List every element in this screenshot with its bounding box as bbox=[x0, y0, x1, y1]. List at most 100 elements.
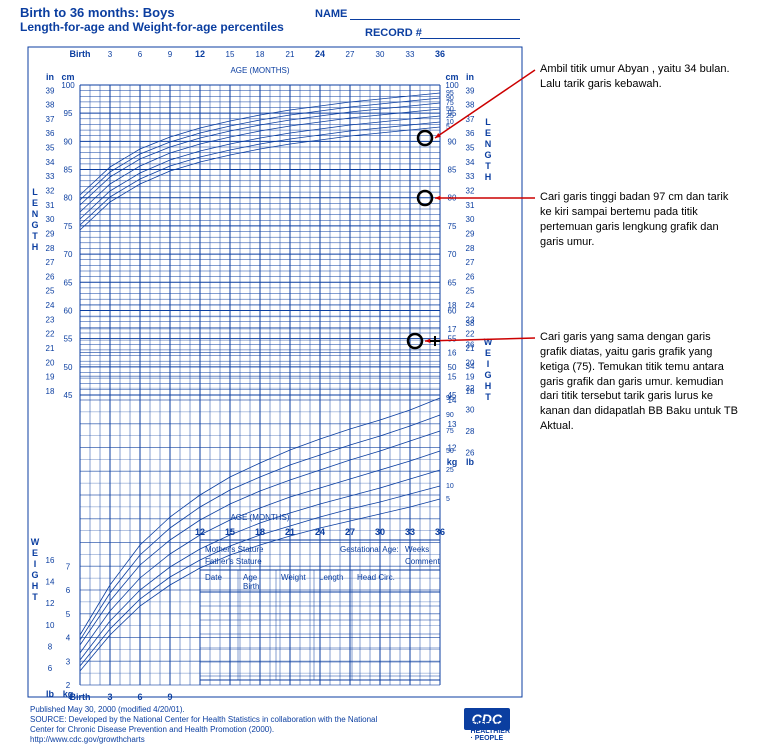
svg-text:20: 20 bbox=[46, 358, 55, 367]
svg-text:55: 55 bbox=[448, 335, 457, 344]
svg-text:H: H bbox=[32, 242, 39, 252]
footer-url: http://www.cdc.gov/growthcharts bbox=[30, 735, 145, 744]
svg-text:3: 3 bbox=[66, 657, 71, 666]
svg-text:Age: Age bbox=[243, 573, 258, 582]
svg-text:Date: Date bbox=[205, 573, 222, 582]
svg-text:65: 65 bbox=[64, 278, 73, 287]
svg-text:55: 55 bbox=[64, 335, 73, 344]
svg-text:H: H bbox=[485, 381, 492, 391]
svg-text:12: 12 bbox=[195, 527, 205, 537]
svg-text:16: 16 bbox=[448, 349, 457, 358]
svg-text:90: 90 bbox=[446, 412, 454, 419]
svg-text:6: 6 bbox=[66, 586, 71, 595]
svg-text:34: 34 bbox=[46, 158, 55, 167]
svg-text:33: 33 bbox=[406, 50, 415, 59]
svg-text:75: 75 bbox=[448, 222, 457, 231]
svg-text:32: 32 bbox=[466, 384, 475, 393]
svg-text:38: 38 bbox=[466, 101, 475, 110]
svg-text:cm: cm bbox=[61, 72, 74, 82]
svg-text:17: 17 bbox=[448, 325, 457, 334]
svg-text:Head Circ.: Head Circ. bbox=[357, 573, 395, 582]
svg-text:70: 70 bbox=[64, 250, 73, 259]
svg-text:27: 27 bbox=[46, 258, 55, 267]
svg-text:80: 80 bbox=[448, 194, 457, 203]
svg-text:T: T bbox=[32, 592, 38, 602]
svg-text:24: 24 bbox=[466, 301, 475, 310]
svg-text:G: G bbox=[484, 370, 491, 380]
svg-text:100: 100 bbox=[445, 81, 459, 90]
svg-text:34: 34 bbox=[466, 362, 475, 371]
svg-text:33: 33 bbox=[405, 527, 415, 537]
svg-text:60: 60 bbox=[64, 306, 73, 315]
svg-text:AGE (MONTHS): AGE (MONTHS) bbox=[230, 513, 289, 522]
svg-text:50: 50 bbox=[64, 363, 73, 372]
svg-text:9: 9 bbox=[168, 50, 173, 59]
svg-text:100: 100 bbox=[61, 81, 75, 90]
svg-text:24: 24 bbox=[315, 527, 325, 537]
svg-text:39: 39 bbox=[466, 86, 475, 95]
svg-text:39: 39 bbox=[46, 86, 55, 95]
svg-text:8: 8 bbox=[48, 642, 53, 651]
svg-text:30: 30 bbox=[466, 215, 475, 224]
svg-text:Father's Stature: Father's Stature bbox=[205, 557, 262, 566]
svg-text:E: E bbox=[32, 548, 38, 558]
svg-text:lb: lb bbox=[46, 689, 55, 699]
svg-text:H: H bbox=[485, 172, 492, 182]
name-field-line bbox=[350, 19, 520, 20]
svg-text:50: 50 bbox=[448, 363, 457, 372]
svg-text:21: 21 bbox=[285, 527, 295, 537]
svg-text:21: 21 bbox=[286, 50, 295, 59]
svg-text:23: 23 bbox=[46, 315, 55, 324]
svg-text:E: E bbox=[485, 128, 491, 138]
svg-text:16: 16 bbox=[46, 556, 55, 565]
svg-text:E: E bbox=[485, 348, 491, 358]
svg-text:18: 18 bbox=[256, 50, 265, 59]
svg-text:37: 37 bbox=[466, 115, 475, 124]
svg-text:I: I bbox=[487, 359, 490, 369]
svg-text:15: 15 bbox=[226, 50, 235, 59]
svg-text:45: 45 bbox=[64, 391, 73, 400]
svg-text:E: E bbox=[32, 198, 38, 208]
svg-text:G: G bbox=[31, 220, 38, 230]
svg-text:Weeks: Weeks bbox=[405, 545, 429, 554]
svg-text:26: 26 bbox=[466, 272, 475, 281]
svg-text:35: 35 bbox=[466, 144, 475, 153]
svg-text:W: W bbox=[31, 537, 40, 547]
svg-text:90: 90 bbox=[64, 137, 73, 146]
svg-text:N: N bbox=[485, 139, 492, 149]
svg-text:3: 3 bbox=[107, 692, 112, 702]
svg-text:18: 18 bbox=[46, 387, 55, 396]
svg-text:31: 31 bbox=[46, 201, 55, 210]
page-root: Birth to 36 months: Boys Length-for-age … bbox=[0, 0, 759, 752]
svg-text:27: 27 bbox=[346, 50, 355, 59]
svg-text:Birth: Birth bbox=[243, 582, 259, 591]
svg-text:18: 18 bbox=[255, 527, 265, 537]
cdc-tag: SAFER · HEALTHIER · PEOPLE bbox=[470, 721, 510, 742]
svg-text:6: 6 bbox=[138, 50, 143, 59]
record-label: RECORD # bbox=[365, 27, 422, 39]
svg-text:50: 50 bbox=[446, 448, 454, 455]
svg-text:38: 38 bbox=[46, 101, 55, 110]
svg-text:30: 30 bbox=[466, 405, 475, 414]
svg-text:3: 3 bbox=[108, 50, 113, 59]
svg-text:N: N bbox=[32, 209, 39, 219]
svg-text:6: 6 bbox=[48, 664, 53, 673]
svg-text:30: 30 bbox=[46, 215, 55, 224]
svg-text:32: 32 bbox=[466, 187, 475, 196]
svg-text:35: 35 bbox=[46, 144, 55, 153]
svg-text:36: 36 bbox=[466, 129, 475, 138]
svg-text:Gestational Age:: Gestational Age: bbox=[340, 545, 399, 554]
svg-text:12: 12 bbox=[195, 49, 205, 59]
record-field-line bbox=[420, 38, 520, 39]
svg-text:10: 10 bbox=[446, 483, 454, 490]
svg-text:24: 24 bbox=[315, 49, 325, 59]
svg-text:37: 37 bbox=[46, 115, 55, 124]
svg-text:AGE (MONTHS): AGE (MONTHS) bbox=[230, 66, 289, 75]
svg-text:T: T bbox=[485, 161, 491, 171]
svg-text:27: 27 bbox=[345, 527, 355, 537]
svg-text:28: 28 bbox=[466, 244, 475, 253]
svg-text:95: 95 bbox=[64, 109, 73, 118]
chart-svg: Birth369121518212427303336AGE (MONTHS)45… bbox=[20, 45, 530, 745]
svg-text:19: 19 bbox=[46, 373, 55, 382]
annotation-1: Ambil titik umur Abyan , yaitu 34 bulan.… bbox=[540, 62, 740, 92]
